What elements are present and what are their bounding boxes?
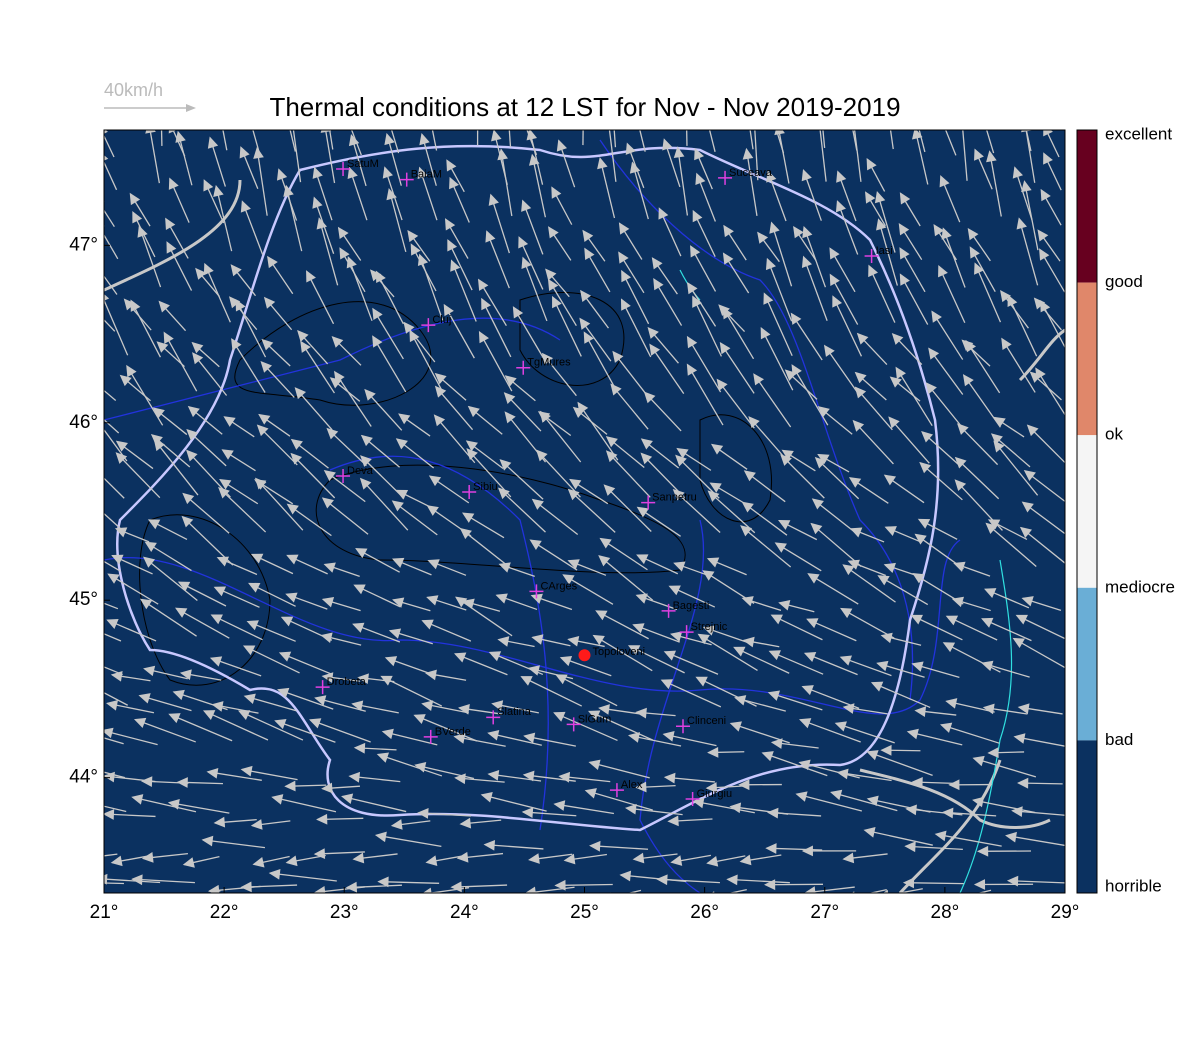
colorbar-label: ok <box>1105 425 1123 444</box>
wind-arrow-head <box>499 895 509 903</box>
wind-arrow-head <box>79 491 89 500</box>
wind-arrow-head <box>473 76 482 85</box>
city-label: Giurgiu <box>697 788 732 800</box>
lat-tick-label: 47° <box>69 234 98 255</box>
wind-arrow-head <box>67 725 77 733</box>
wind-arrow-head <box>940 118 948 128</box>
wind-arrow-head <box>183 894 193 902</box>
title: Thermal conditions at 12 LST for Nov - N… <box>269 92 900 122</box>
wind-arrow-head <box>322 122 331 132</box>
colorbar-label: good <box>1105 272 1143 291</box>
city-label: Alex <box>621 779 643 791</box>
colorbar-label: mediocre <box>1105 577 1175 596</box>
colorbar-segment <box>1077 130 1097 283</box>
wind-arrow-head <box>911 104 919 114</box>
city-label: CArges <box>540 580 577 592</box>
city-label: Drobeta <box>327 676 367 688</box>
wind-arrow-head <box>1017 100 1025 110</box>
wind-arrow-head <box>64 878 73 887</box>
wind-arrow-head <box>76 545 86 553</box>
wind-arrow-head <box>214 97 223 107</box>
lon-tick-label: 28° <box>931 902 960 923</box>
wind-arrow-head <box>602 893 612 901</box>
lon-tick-label: 23° <box>330 902 359 923</box>
lon-tick-label: 22° <box>210 902 239 923</box>
wind-arrow-head <box>846 892 856 901</box>
scale-label: 40km/h <box>104 80 163 100</box>
lat-tick-label: 46° <box>69 412 98 433</box>
city-label: Sibiu <box>473 481 497 493</box>
wind-arrow-head <box>84 402 94 411</box>
wind-arrow-head <box>95 220 103 230</box>
scale-arrow-head <box>186 104 196 112</box>
wind-arrow-head <box>979 108 987 118</box>
city-label: Bagesti <box>673 600 710 612</box>
wind-arrow-head <box>244 106 252 116</box>
lon-tick-label: 26° <box>690 902 719 923</box>
colorbar-segment <box>1077 435 1097 588</box>
lon-tick-label: 25° <box>570 902 599 923</box>
wind-arrow-head <box>706 892 716 901</box>
wind-arrow-head <box>66 673 76 681</box>
wind-arrow-head <box>81 456 90 465</box>
city-label: Suceava <box>729 167 773 179</box>
colorbar-segment <box>1077 740 1097 893</box>
colorbar-label: horrible <box>1105 876 1162 895</box>
lon-tick-label: 21° <box>90 902 119 923</box>
city-label: Deva <box>347 465 374 477</box>
lon-tick-label: 29° <box>1051 902 1080 923</box>
city-label: TgMures <box>527 357 571 369</box>
lat-tick-label: 45° <box>69 589 98 610</box>
city-label: Clinceni <box>687 715 726 727</box>
wind-arrow-head <box>73 620 83 628</box>
lon-tick-label: 27° <box>810 902 839 923</box>
map-area: 21° 22° 23° 24° 25° 26° 27° 28° 29° 44° 45° 46° 47° S… <box>62 75 1079 923</box>
wind-arrow-head <box>952 893 962 901</box>
wind-arrow-head <box>74 854 83 863</box>
wind-arrow-head <box>95 196 104 206</box>
city-label: BVerde <box>435 726 471 738</box>
site-marker <box>579 649 591 661</box>
wind-arrow-head <box>62 794 72 802</box>
city-label: BaiaM <box>411 169 442 181</box>
city-label: SatuM <box>347 158 379 170</box>
wind-arrow-head <box>86 375 96 384</box>
wind-arrow-head <box>146 123 155 133</box>
city-label: Iasi <box>876 245 893 257</box>
city-label: Sanpetru <box>652 492 697 504</box>
colorbar-label: excellent <box>1105 124 1172 143</box>
colorbar-segment <box>1077 588 1097 741</box>
city-label: Cluj <box>432 314 451 326</box>
wind-arrow-head <box>682 78 691 87</box>
wind-arrow-head <box>92 260 101 270</box>
lat-tick-label: 44° <box>69 767 98 788</box>
colorbar-label: bad <box>1105 730 1133 749</box>
site-label: Topoloveni <box>593 646 646 658</box>
colorbar-segment <box>1077 283 1097 436</box>
wind-arrow-head <box>579 75 588 84</box>
wind-arrow-head <box>70 652 80 660</box>
wind-arrow-head <box>89 305 98 315</box>
wind-arrow-head <box>97 875 106 884</box>
wind-arrow-head <box>958 113 967 122</box>
city-label: SlGum <box>578 713 612 725</box>
lon-tick-label: 24° <box>450 902 479 923</box>
city-label: Strejnic <box>691 621 728 633</box>
city-label: Slatina <box>497 706 532 718</box>
